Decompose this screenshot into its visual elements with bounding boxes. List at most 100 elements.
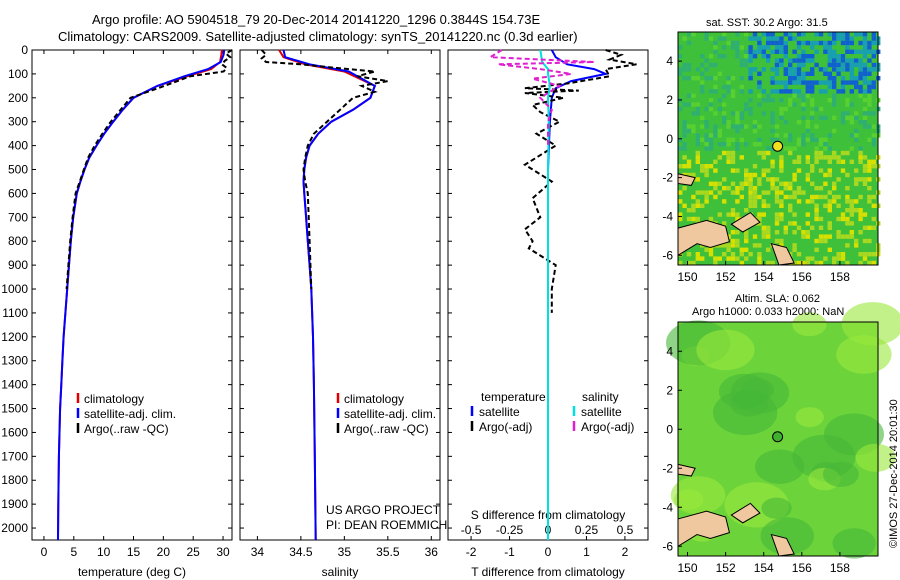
sst-cell (832, 186, 837, 191)
sst-cell (805, 155, 810, 160)
sst-cell (840, 159, 846, 164)
sst-cell (840, 212, 846, 217)
sst-cell (766, 190, 771, 195)
sst-cell (752, 124, 758, 129)
sst-cell (766, 247, 771, 252)
sst-cell (761, 212, 766, 217)
sst-cell (845, 98, 850, 103)
sst-cell (862, 111, 868, 116)
sst-cell (858, 155, 863, 160)
sst-cell (849, 199, 854, 204)
sst-cell (761, 32, 766, 37)
sst-cell (814, 124, 819, 129)
sst-cell (708, 102, 714, 107)
sst-cell (739, 181, 744, 186)
sst-cell (770, 36, 775, 41)
sst-cell (774, 186, 780, 191)
sst-cell (814, 212, 819, 217)
sst-cell (849, 212, 854, 217)
sst-cell (713, 181, 718, 186)
sst-cell (770, 32, 775, 37)
sst-cell (823, 194, 828, 200)
land-new-ireland (730, 211, 761, 233)
sst-cell (700, 164, 705, 169)
sst-cell (796, 190, 802, 195)
sst-cell (845, 49, 850, 54)
sst-cell (682, 36, 687, 41)
sst-cell (827, 159, 832, 164)
sst-cell (726, 84, 731, 90)
sst-cell (682, 120, 687, 125)
sst-cell (805, 199, 810, 204)
sst-cell (757, 252, 762, 257)
sst-cell (717, 190, 722, 195)
sst-cell (678, 137, 683, 142)
diff-series-s-argo--adj- (487, 49, 595, 146)
sst-cell (849, 80, 854, 85)
sst-cell (770, 76, 775, 81)
sst-cell (849, 115, 854, 120)
sst-cell (862, 45, 868, 50)
sst-cell (814, 150, 819, 156)
sst-cell (823, 155, 828, 160)
sst-cell (858, 120, 863, 125)
sst-cell (766, 54, 771, 59)
map-xtick-label: 150 (678, 561, 698, 575)
sst-cell (766, 234, 771, 239)
sst-cell (788, 133, 793, 138)
sst-cell (757, 142, 762, 147)
sst-cell (757, 36, 762, 41)
sst-cell (801, 190, 806, 195)
sst-cell (735, 190, 740, 195)
sst-cell (862, 40, 868, 46)
credit-text: ©IMOS 27-Dec-2014 20:01:30 (888, 399, 900, 548)
xtick-label: -2 (466, 545, 477, 559)
sst-cell (774, 238, 780, 244)
sst-cell (770, 177, 775, 182)
sst-cell (840, 115, 846, 120)
sst-cell (735, 128, 740, 134)
sst-cell (757, 84, 762, 90)
sst-cell (871, 40, 876, 46)
sst-cell (818, 216, 824, 222)
sst-cell (704, 58, 709, 63)
sst-cell (722, 243, 727, 248)
sst-cell (862, 106, 868, 112)
sst-cell (779, 45, 784, 50)
sst-cell (805, 212, 810, 217)
map-ytick-label: -6 (662, 248, 673, 262)
sst-cell (801, 137, 806, 142)
sst-cell (840, 76, 846, 81)
sst-cell (867, 98, 872, 103)
sst-cell (678, 67, 683, 72)
sst-cell (686, 172, 692, 178)
sst-cell (686, 62, 692, 68)
map-ytick-label: -6 (662, 539, 673, 553)
sst-cell (766, 98, 771, 103)
sst-cell (827, 84, 832, 90)
sst-cell (757, 212, 762, 217)
sst-cell (744, 168, 749, 173)
sst-cell (854, 58, 859, 63)
sst-cell (779, 98, 784, 103)
sst-cell (854, 177, 859, 182)
sst-cell (801, 106, 806, 112)
sst-cell (832, 80, 837, 85)
sst-cell (682, 186, 687, 191)
legend-temperature-heading: temperature (481, 390, 546, 404)
sst-cell (862, 252, 868, 257)
sst-cell (779, 164, 784, 169)
sst-cell (823, 238, 828, 244)
sst-cell (832, 102, 837, 107)
sst-cell (766, 146, 771, 151)
sst-cell (849, 208, 854, 213)
sst-cell (770, 40, 775, 46)
sst-cell (858, 84, 863, 90)
sst-cell (779, 203, 784, 208)
sla-blob (841, 302, 900, 346)
land-new-britain (677, 219, 731, 257)
xtick-s-label: -0.25 (496, 523, 524, 537)
sst-cell (735, 45, 740, 50)
sst-cell (814, 137, 819, 142)
sst-cell (840, 62, 846, 68)
